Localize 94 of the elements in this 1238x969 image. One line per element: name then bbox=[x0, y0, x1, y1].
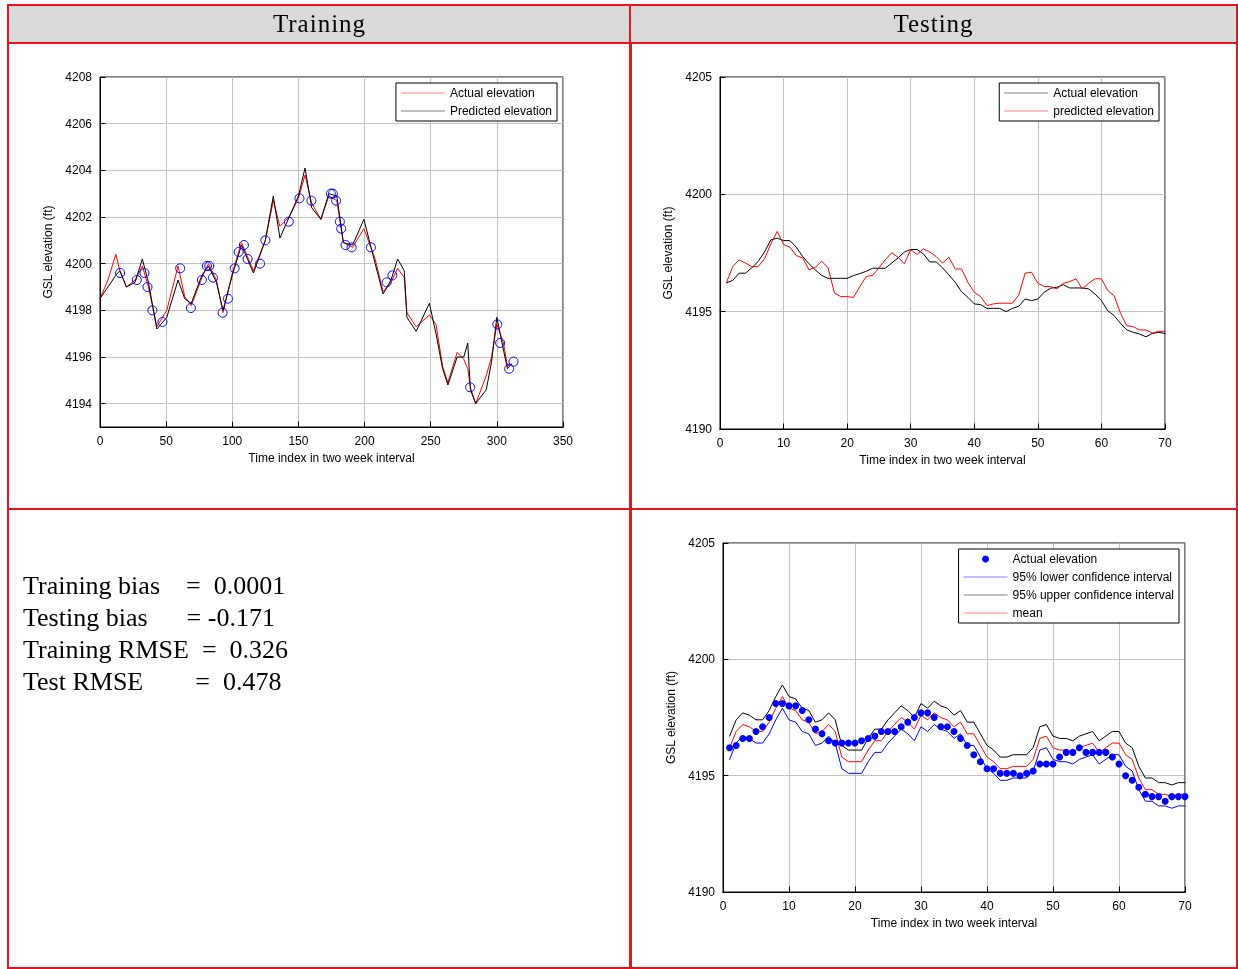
x-tick-label: 40 bbox=[967, 436, 982, 450]
y-axis-title: GSL elevation (ft) bbox=[664, 671, 678, 764]
point bbox=[242, 254, 253, 264]
x-tick-label: 0 bbox=[96, 434, 104, 448]
point bbox=[465, 382, 476, 393]
point bbox=[229, 263, 240, 274]
legend-label: 95% lower confidence interval bbox=[1012, 570, 1172, 584]
point bbox=[238, 240, 249, 250]
x-tick-label: 30 bbox=[914, 899, 928, 913]
point bbox=[139, 268, 150, 278]
point bbox=[381, 277, 392, 288]
x-axis-title: Time index in two week interval bbox=[870, 915, 1038, 930]
legend-label: Actual elevation bbox=[1012, 552, 1098, 566]
x-tick-label: 350 bbox=[552, 434, 574, 448]
point bbox=[331, 195, 342, 206]
x-axis-title: Time index in two week interval bbox=[859, 452, 1026, 467]
x-tick-label: 150 bbox=[288, 434, 309, 448]
x-tick-label: 0 bbox=[719, 899, 727, 913]
x-tick-label: 250 bbox=[420, 434, 442, 448]
x-axis-title: Time index in two week interval bbox=[248, 450, 415, 465]
point bbox=[131, 275, 142, 285]
point bbox=[340, 240, 351, 250]
point bbox=[222, 293, 233, 304]
point bbox=[185, 303, 196, 313]
point bbox=[147, 305, 158, 316]
point bbox=[492, 319, 503, 330]
x-tick-label: 10 bbox=[782, 899, 796, 913]
point bbox=[260, 235, 271, 246]
point bbox=[365, 242, 376, 253]
y-tick-label: 4200 bbox=[688, 652, 716, 667]
x-tick-label: 50 bbox=[1031, 436, 1045, 450]
x-tick-label: 50 bbox=[1046, 899, 1060, 913]
y-tick-label: 4204 bbox=[65, 163, 93, 178]
y-axis-title: GSL elevation (ft) bbox=[41, 205, 55, 299]
point bbox=[334, 216, 345, 227]
y-tick-label: 4205 bbox=[688, 536, 716, 550]
point bbox=[217, 307, 228, 318]
point bbox=[336, 223, 347, 234]
point bbox=[306, 195, 317, 206]
y-tick-label: 4196 bbox=[65, 350, 93, 364]
y-tick-label: 4190 bbox=[685, 422, 713, 436]
point bbox=[233, 247, 244, 257]
text: Testing bias = -0.171 bbox=[23, 602, 276, 634]
x-tick-label: 30 bbox=[904, 436, 918, 450]
x-tick-label: 20 bbox=[848, 899, 862, 913]
point bbox=[255, 258, 266, 269]
text: Training RMSE = 0.326 bbox=[23, 634, 290, 666]
y-axis-title: GSL elevation (ft) bbox=[661, 206, 675, 300]
point bbox=[387, 270, 398, 281]
text: Test RMSE = 0.478 bbox=[23, 666, 283, 698]
point bbox=[157, 317, 168, 327]
y-tick-label: 4194 bbox=[65, 396, 93, 411]
y-tick-label: 4208 bbox=[65, 70, 93, 84]
y-tick-label: 4206 bbox=[65, 116, 93, 131]
point bbox=[504, 363, 515, 374]
y-tick-label: 4195 bbox=[688, 768, 716, 783]
point bbox=[495, 338, 506, 348]
legend-label: mean bbox=[1012, 606, 1043, 620]
point bbox=[508, 356, 519, 367]
y-tick-label: 4195 bbox=[685, 304, 713, 319]
y-tick-label: 4198 bbox=[65, 303, 93, 318]
legend-label: predicted elevation bbox=[1053, 104, 1154, 118]
chart-title: Training bbox=[7, 4, 632, 44]
x-tick-label: 70 bbox=[1178, 899, 1192, 913]
point bbox=[175, 263, 186, 274]
x-tick-label: 40 bbox=[980, 899, 994, 913]
y-tick-label: 4202 bbox=[65, 210, 93, 224]
point bbox=[294, 193, 305, 204]
x-tick-label: 0 bbox=[716, 436, 724, 450]
legend-label: Actual elevation bbox=[449, 86, 535, 100]
point bbox=[207, 272, 218, 283]
point bbox=[142, 282, 153, 292]
x-tick-label: 60 bbox=[1112, 899, 1126, 913]
x-tick-label: 50 bbox=[159, 434, 174, 448]
y-tick-label: 4200 bbox=[65, 256, 93, 271]
point bbox=[115, 268, 126, 278]
x-tick-label: 10 bbox=[776, 436, 791, 450]
point bbox=[283, 216, 294, 227]
legend-label: Actual elevation bbox=[1053, 86, 1138, 100]
y-tick-label: 4190 bbox=[688, 885, 716, 899]
point bbox=[196, 275, 207, 285]
legend-label: Predicted elevation bbox=[449, 104, 553, 118]
point bbox=[346, 242, 357, 253]
x-tick-label: 70 bbox=[1158, 436, 1172, 450]
text: Training bias = 0.0001 bbox=[23, 570, 287, 602]
x-tick-label: 20 bbox=[840, 436, 855, 450]
x-tick-label: 100 bbox=[222, 434, 243, 448]
legend-label: 95% upper confidence interval bbox=[1012, 588, 1174, 602]
y-tick-label: 4200 bbox=[685, 187, 713, 202]
chart-title: Testing bbox=[629, 4, 1238, 44]
x-tick-label: 200 bbox=[354, 434, 375, 448]
x-tick-label: 300 bbox=[486, 434, 508, 448]
x-tick-label: 60 bbox=[1094, 436, 1109, 450]
y-tick-label: 4205 bbox=[685, 70, 713, 84]
